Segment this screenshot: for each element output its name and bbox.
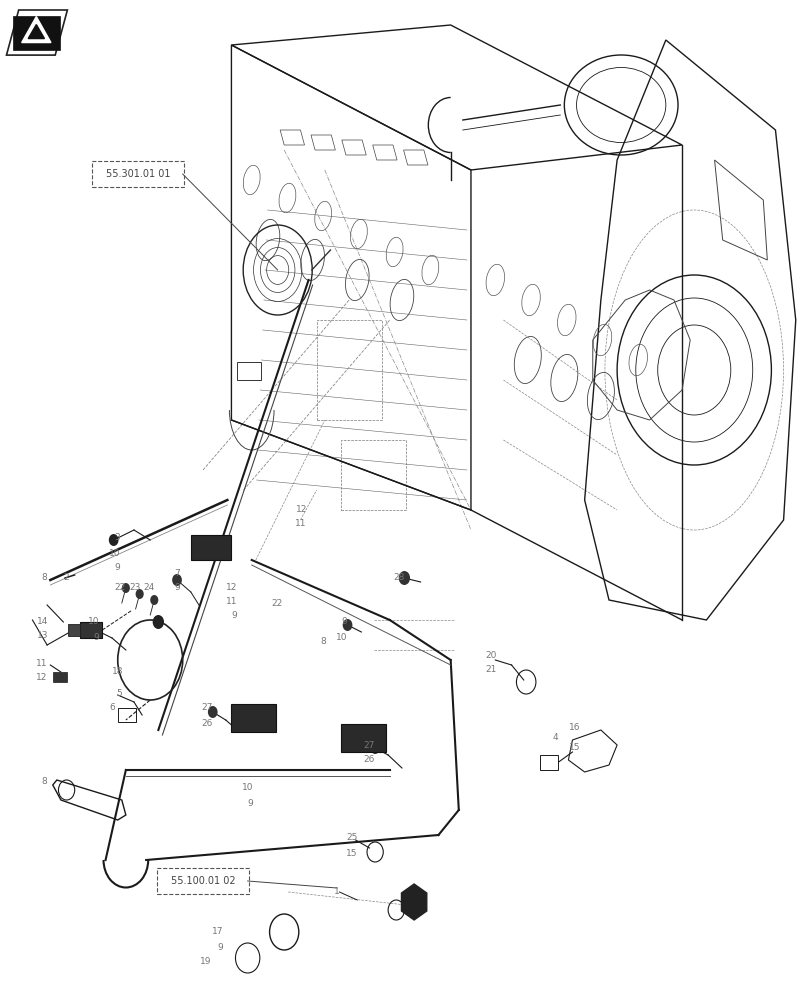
Bar (539, 755, 557, 770)
Bar (68, 624, 79, 636)
Bar (231, 704, 276, 732)
Text: 9: 9 (231, 611, 237, 620)
Bar (191, 535, 231, 560)
Circle shape (208, 706, 217, 718)
Bar (12, 15, 60, 50)
Text: 22: 22 (271, 598, 282, 607)
Text: 28: 28 (393, 572, 404, 582)
Text: 15: 15 (345, 848, 357, 857)
Text: 24: 24 (143, 582, 154, 591)
Bar (341, 440, 406, 510)
Text: 14: 14 (37, 617, 49, 626)
Polygon shape (401, 884, 427, 920)
Circle shape (135, 589, 144, 599)
Text: 8: 8 (41, 778, 47, 786)
Circle shape (122, 583, 130, 593)
Text: 12: 12 (36, 674, 47, 682)
Text: 9: 9 (93, 634, 99, 643)
Text: 11: 11 (225, 597, 237, 606)
Text: 11: 11 (295, 520, 307, 528)
Text: 23: 23 (129, 582, 140, 591)
Text: 9: 9 (341, 617, 347, 626)
Text: 5: 5 (116, 688, 122, 698)
Text: 21: 21 (485, 666, 496, 674)
Text: 13: 13 (37, 632, 49, 641)
Text: 19: 19 (200, 958, 211, 966)
Text: 9: 9 (174, 582, 180, 591)
Text: 15: 15 (569, 744, 580, 752)
Text: 55.301.01 01: 55.301.01 01 (105, 169, 170, 179)
Text: 55.100.01 02: 55.100.01 02 (170, 876, 235, 886)
Circle shape (150, 595, 158, 605)
Text: 1: 1 (333, 888, 339, 896)
Text: 7: 7 (174, 568, 180, 578)
Text: 9: 9 (247, 798, 253, 808)
Text: 25: 25 (345, 834, 357, 842)
Bar (53, 672, 67, 682)
Polygon shape (6, 10, 67, 55)
Text: 22: 22 (114, 582, 126, 591)
Text: 26: 26 (201, 718, 212, 728)
Bar (237, 362, 261, 380)
Text: 27: 27 (201, 704, 212, 712)
Text: 9: 9 (114, 564, 120, 572)
Circle shape (91, 624, 101, 636)
Text: 4: 4 (552, 734, 558, 742)
Polygon shape (22, 17, 51, 43)
Text: 17: 17 (212, 928, 223, 936)
Text: 10: 10 (109, 548, 120, 558)
Text: 8: 8 (320, 638, 326, 647)
Circle shape (152, 615, 164, 629)
Text: 8: 8 (41, 572, 47, 582)
Bar (118, 708, 135, 722)
Polygon shape (28, 25, 45, 39)
Text: 20: 20 (485, 650, 496, 660)
Text: 10: 10 (336, 634, 347, 643)
Bar (79, 622, 102, 638)
Text: 12: 12 (225, 584, 237, 592)
Text: 6: 6 (109, 704, 115, 712)
Circle shape (172, 574, 182, 586)
Text: 18: 18 (112, 668, 123, 676)
Bar (316, 320, 381, 420)
Text: 3: 3 (114, 534, 120, 542)
Circle shape (398, 571, 410, 585)
Text: 16: 16 (569, 724, 580, 732)
Text: 9: 9 (217, 942, 223, 952)
Bar (341, 724, 385, 752)
Text: 10: 10 (88, 617, 99, 626)
Circle shape (109, 534, 118, 546)
Circle shape (370, 742, 380, 754)
Circle shape (342, 619, 352, 631)
Text: 11: 11 (36, 658, 47, 668)
Text: 12: 12 (295, 506, 307, 514)
Text: 27: 27 (363, 740, 375, 750)
Text: 10: 10 (242, 784, 253, 792)
Text: 2: 2 (63, 574, 69, 582)
Text: 26: 26 (363, 756, 375, 764)
